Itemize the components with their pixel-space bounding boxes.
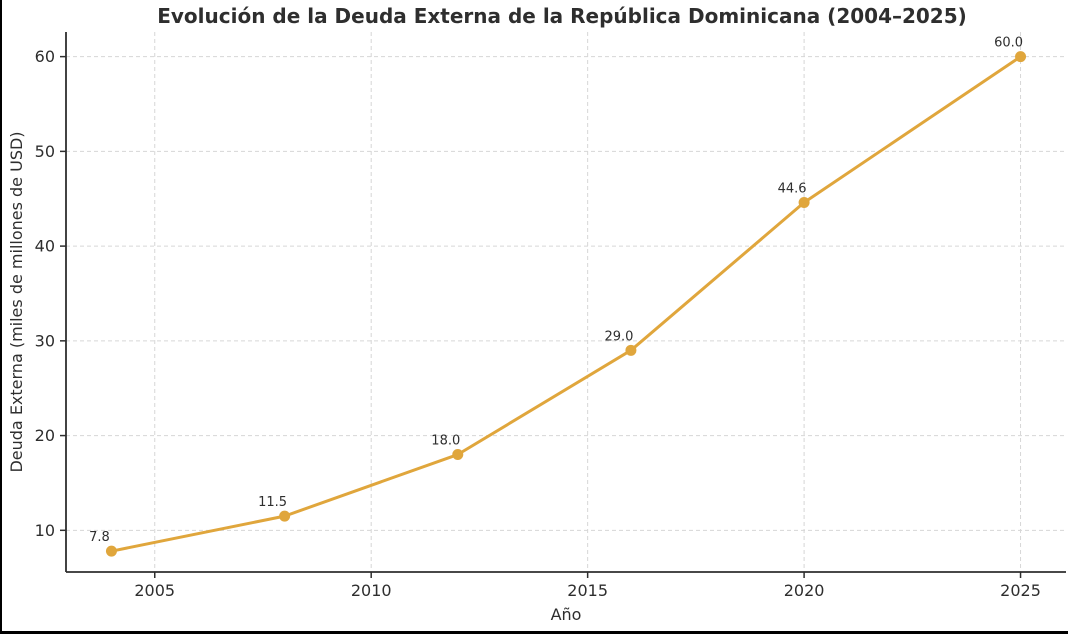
data-point-label: 18.0 xyxy=(431,434,460,449)
chart-title: Evolución de la Deuda Externa de la Repú… xyxy=(157,4,967,28)
data-point xyxy=(625,344,637,356)
x-tick-label: 2005 xyxy=(134,581,175,600)
data-point xyxy=(279,510,291,522)
gridlines xyxy=(66,32,1066,572)
y-tick-label: 60 xyxy=(35,47,55,66)
x-tick-label: 2025 xyxy=(1000,581,1041,600)
x-axis-label: Año xyxy=(551,605,582,624)
axes: 2005 2010 2015 2020 2025 10 20 30 40 50 60 xyxy=(35,32,1066,600)
x-tick-label: 2015 xyxy=(567,581,608,600)
data-point-label: 44.6 xyxy=(778,182,807,197)
data-point-label: 60.0 xyxy=(994,36,1023,51)
y-tick-label: 50 xyxy=(35,142,55,161)
x-tick-label: 2020 xyxy=(784,581,825,600)
data-series-line xyxy=(109,55,1023,553)
data-series: 7.8 11.5 18.0 29.0 44.6 60.0 xyxy=(89,36,1027,557)
data-point xyxy=(1015,51,1027,63)
data-point-label: 7.8 xyxy=(89,530,110,545)
y-tick-label: 40 xyxy=(35,237,55,256)
x-tick-label: 2010 xyxy=(351,581,392,600)
data-point-label: 11.5 xyxy=(258,495,287,510)
y-tick-label: 30 xyxy=(35,331,55,350)
data-point xyxy=(798,197,810,209)
y-tick-label: 20 xyxy=(35,426,55,445)
data-point-label: 29.0 xyxy=(604,329,633,344)
y-tick-label: 10 xyxy=(35,521,55,540)
data-point xyxy=(105,545,117,557)
y-axis-label: Deuda Externa (miles de millones de USD) xyxy=(7,131,26,472)
data-point xyxy=(452,449,464,461)
